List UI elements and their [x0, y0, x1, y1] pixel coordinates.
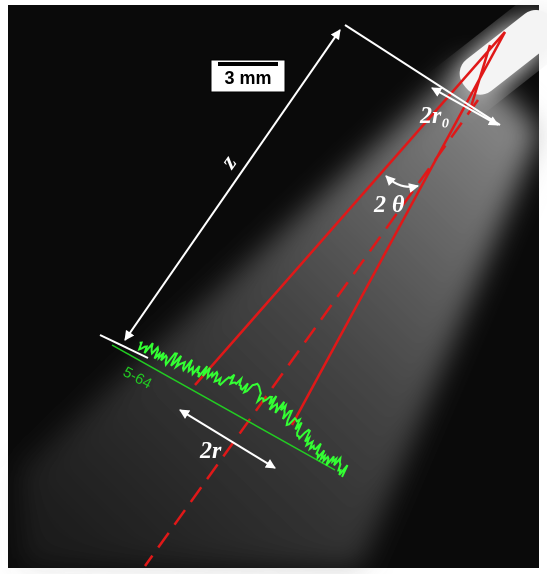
- angle-label: 2 θ: [373, 192, 405, 218]
- scale-bar: [218, 62, 278, 66]
- nozzle-diameter-label: 2r₀: [419, 103, 450, 129]
- width-label: 2r: [199, 438, 222, 464]
- scale-label: 3 mm: [224, 68, 271, 88]
- figure: 3 mm z 2r₀ 2 θ 2r 5-64: [0, 0, 547, 574]
